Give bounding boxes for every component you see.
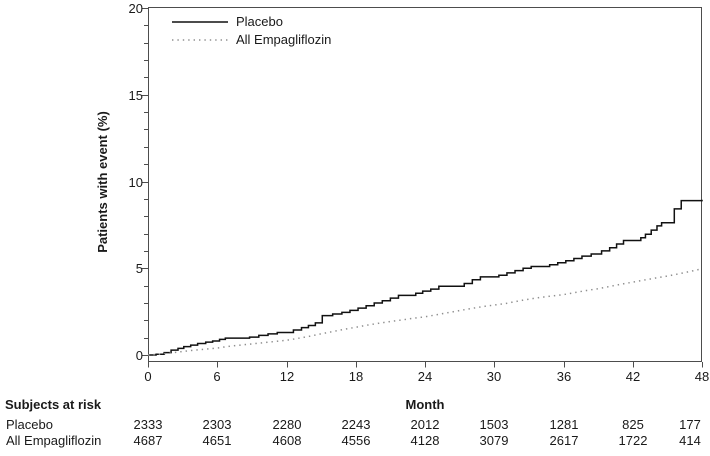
plot-frame [148, 7, 702, 362]
y-tick-label: 15 [128, 88, 143, 103]
x-tick-label: 36 [556, 369, 572, 384]
series-line-placebo [148, 199, 703, 356]
y-tick-label: 0 [135, 348, 143, 363]
risk-row-label: Placebo [6, 417, 53, 432]
risk-count: 1503 [479, 417, 509, 432]
risk-count: 4128 [410, 433, 440, 448]
risk-count: 2012 [410, 417, 440, 432]
series-line-all-empagliflozin [147, 268, 703, 356]
y-tick-label: 5 [135, 261, 143, 276]
risk-count: 2333 [133, 417, 163, 432]
x-tick-label: 12 [279, 369, 295, 384]
x-tick-label: 0 [144, 369, 152, 384]
x-tick-label: 18 [348, 369, 364, 384]
risk-count: 177 [679, 417, 701, 432]
x-axis-title: Month [405, 397, 445, 412]
risk-count: 2280 [272, 417, 302, 432]
risk-row-label: All Empagliflozin [6, 433, 102, 448]
risk-count: 1281 [549, 417, 579, 432]
risk-count: 2303 [202, 417, 232, 432]
x-tick-label: 48 [694, 369, 710, 384]
x-tick-label: 30 [486, 369, 502, 384]
risk-count: 2243 [341, 417, 371, 432]
risk-count: 4651 [202, 433, 232, 448]
y-tick-label: 20 [128, 1, 143, 16]
risk-count: 414 [679, 433, 701, 448]
risk-count: 3079 [479, 433, 509, 448]
legend-label-all-empagliflozin: All Empagliflozin [236, 32, 332, 47]
risk-count: 4556 [341, 433, 371, 448]
risk-count: 1722 [618, 433, 648, 448]
x-tick-label: 6 [213, 369, 221, 384]
risk-count: 2617 [549, 433, 579, 448]
x-tick-label: 24 [417, 369, 433, 384]
x-tick-label: 42 [625, 369, 641, 384]
legend-label-placebo: Placebo [236, 14, 283, 29]
y-axis-title: Patients with event (%) [95, 111, 110, 253]
risk-count: 825 [622, 417, 644, 432]
y-tick-label: 10 [128, 175, 143, 190]
risk-count: 4608 [272, 433, 302, 448]
risk-count: 4687 [133, 433, 163, 448]
risk-table-title: Subjects at risk [5, 397, 102, 412]
